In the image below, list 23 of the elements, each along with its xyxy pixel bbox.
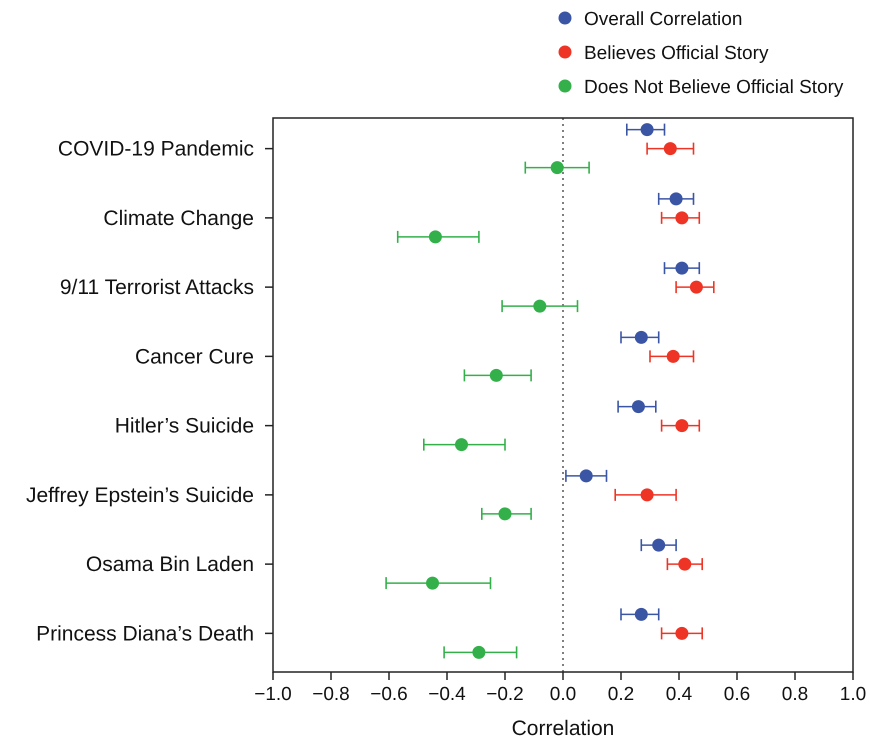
- x-axis-title: Correlation: [512, 717, 614, 738]
- x-tick-label: 0.0: [550, 684, 576, 705]
- legend-label: Overall Correlation: [584, 9, 742, 30]
- y-tick-label: COVID-19 Pandemic: [58, 138, 254, 161]
- y-tick-label: Osama Bin Laden: [86, 553, 254, 576]
- y-tick-label: Climate Change: [103, 206, 254, 230]
- x-tick-label: −0.6: [370, 684, 408, 705]
- legend-label: Does Not Believe Official Story: [584, 77, 844, 98]
- x-tick-label: −0.4: [428, 684, 466, 705]
- y-tick-label: Hitler’s Suicide: [114, 414, 254, 438]
- y-tick-label: 9/11 Terrorist Attacks: [60, 276, 254, 300]
- x-tick-label: −0.2: [486, 684, 524, 705]
- y-tick-label: Cancer Cure: [134, 345, 254, 368]
- x-tick-label: 0.6: [724, 684, 750, 705]
- x-tick-label: 0.4: [666, 684, 693, 705]
- legend-label: Believes Official Story: [584, 43, 769, 64]
- x-tick-label: 0.8: [782, 684, 808, 705]
- x-tick-label: −0.8: [312, 684, 350, 705]
- y-tick-label: Jeffrey Epstein’s Suicide: [26, 484, 254, 507]
- x-tick-label: 1.0: [840, 684, 866, 705]
- x-tick-label: −1.0: [254, 684, 292, 705]
- x-tick-label: 0.2: [608, 684, 634, 705]
- y-tick-label: Princess Diana’s Death: [36, 622, 254, 646]
